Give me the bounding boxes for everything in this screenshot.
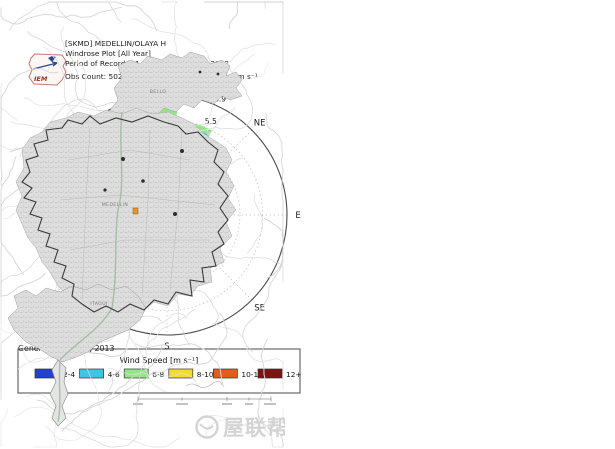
iem-logo: IEM <box>28 53 67 86</box>
terrain-squiggle <box>13 406 57 448</box>
legend-swatch-12+ <box>257 368 283 379</box>
city-label-bello: BELLO <box>150 89 167 95</box>
bello-urban-blob <box>109 51 243 121</box>
legend-title: Wind Speed [m s⁻¹] <box>120 356 198 365</box>
terrain-squiggle <box>258 415 283 448</box>
plot-title: Windrose Plot [All Year] <box>65 49 151 58</box>
iem-logo-text: IEM <box>34 75 48 83</box>
poi-dot <box>180 149 184 153</box>
watermark: 屋联帮 <box>195 415 285 440</box>
legend-swatch-10-12 <box>213 368 238 379</box>
station-title: [SKMD] MEDELLIN/OLAYA H <box>65 39 166 48</box>
terrain-squiggle <box>26 30 121 108</box>
terrain-squiggle <box>198 237 284 283</box>
legend-label: 8-10 <box>197 370 214 379</box>
weathervane-arrow-icon <box>32 61 58 70</box>
terrain-squiggle <box>10 26 87 130</box>
metro-boundary <box>21 115 229 313</box>
terrain-squiggle <box>0 6 122 25</box>
terrain-squiggle <box>161 1 276 69</box>
poi-dot <box>103 188 107 192</box>
terrain-squiggle <box>135 343 225 388</box>
terrain-squiggle <box>107 315 162 392</box>
radial-tick-label: 6.9 <box>214 94 226 103</box>
terrain-squiggle <box>204 1 284 29</box>
radial-tick-label: 5.5 <box>205 117 217 126</box>
terrain-squiggle <box>131 18 217 79</box>
legend-swatch-6-8 <box>123 368 149 379</box>
terrain-squiggle <box>264 1 284 74</box>
terrain-squiggle <box>61 312 228 432</box>
city-map: BELLO MEDELLIN ITAGUI 屋联帮 <box>0 1 285 448</box>
station-marker <box>132 207 139 215</box>
legend-label: 12+ <box>286 370 302 379</box>
iowa-outline-icon <box>28 53 67 86</box>
terrain-squiggle <box>242 112 284 353</box>
watermark-logo-swoosh-icon <box>199 423 214 430</box>
legend-label: 4-6 <box>108 370 120 379</box>
legend-swatch-4-6 <box>79 368 104 379</box>
poi-dot <box>121 157 125 161</box>
urban-area <box>7 51 243 427</box>
city-label-itagui: ITAGUI <box>90 301 108 307</box>
compass-label-SE: SE <box>254 304 265 314</box>
terrain-squiggle <box>107 368 199 387</box>
compass-label-E: E <box>295 211 300 221</box>
terrain-squiggle <box>210 415 276 430</box>
poi-dot <box>141 179 145 183</box>
terrain-squiggle <box>0 94 19 122</box>
southern-corridor <box>49 359 69 427</box>
terrain-squiggle <box>54 1 157 32</box>
legend-label: 6-8 <box>152 370 164 379</box>
legend-label: 10-12 <box>241 370 262 379</box>
terrain-squiggle <box>0 68 59 187</box>
river-line <box>57 111 123 423</box>
legend-label: 2-4 <box>63 370 75 379</box>
terrain-squiggle <box>0 318 14 347</box>
itagui-urban-blob <box>7 283 147 363</box>
map-annotation-scribble <box>185 380 223 388</box>
compass-label-NE: NE <box>254 118 266 128</box>
medellin-urban-blob <box>15 107 237 315</box>
terrain-squiggle <box>147 312 188 347</box>
poi-dot <box>173 212 177 216</box>
terrain-squiggle <box>212 322 284 390</box>
map-scale-bar <box>137 396 272 402</box>
windrose-bar-NNE-6-8 <box>193 123 212 136</box>
legend-items: 2-4 4-6 6-8 8-10 10-12 12+ <box>34 368 302 379</box>
compass-label-S: S <box>164 342 169 352</box>
poi-dots <box>103 70 220 216</box>
terrain-squiggle <box>246 193 263 254</box>
poi-dot <box>198 70 202 74</box>
terrain-squiggle <box>205 407 284 438</box>
terrain-squiggle <box>0 155 46 297</box>
terrain-squiggle <box>26 393 180 448</box>
city-label-medellin: MEDELLIN <box>102 202 128 208</box>
watermark-logo-icon <box>195 415 219 439</box>
terrain-squiggle <box>48 1 104 46</box>
scale-bar-tick-labels <box>133 403 276 405</box>
terrain-squiggle <box>0 408 9 447</box>
district-lines <box>59 127 216 301</box>
poi-dot <box>216 72 220 76</box>
watermark-text: 屋联帮 <box>223 416 285 440</box>
